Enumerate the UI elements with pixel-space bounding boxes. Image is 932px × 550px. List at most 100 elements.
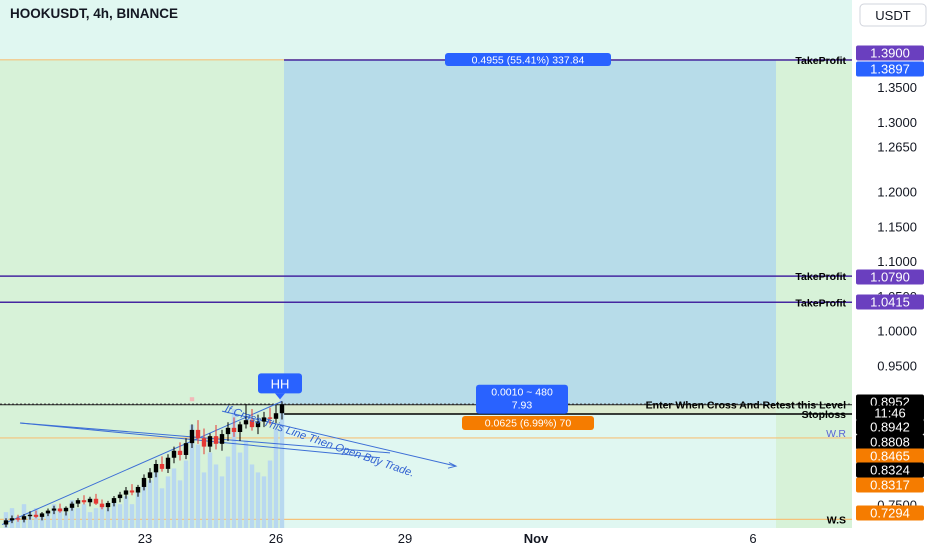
time-tick-label: 23 xyxy=(138,531,152,546)
level-name-label: TakeProfit xyxy=(795,271,846,283)
price-tag xyxy=(856,294,924,310)
candle-body xyxy=(69,503,75,508)
candle-body xyxy=(111,498,117,503)
time-axis-panel xyxy=(0,528,932,550)
trendline-channel-top[interactable] xyxy=(19,422,391,454)
volume-bar xyxy=(87,512,93,528)
candle-body xyxy=(147,472,153,478)
price-tick-label: 1.2650 xyxy=(877,139,917,154)
volume-bar xyxy=(51,504,57,528)
volume-bar xyxy=(261,476,267,528)
volume-bar xyxy=(141,484,147,528)
price-tag xyxy=(856,61,924,77)
price-tag-text: 0.8808 xyxy=(870,435,910,450)
time-tick-label: Nov xyxy=(524,531,549,546)
symbol-title[interactable]: HOOKUSDT, 4h, BINANCE xyxy=(10,6,178,21)
price-tag xyxy=(856,434,924,450)
price-tag-text: 0.8324 xyxy=(870,463,910,478)
volume-bar-accent xyxy=(189,397,195,402)
trendline-arrowhead[interactable] xyxy=(447,462,458,469)
candle-body xyxy=(39,513,45,517)
candle-body xyxy=(273,413,279,419)
price-tag-text: 1.0790 xyxy=(870,270,910,285)
price-tag-text: 11:46 xyxy=(874,406,906,421)
volume-bar xyxy=(99,504,105,528)
levels-layer xyxy=(0,59,852,520)
price-tag xyxy=(856,269,924,285)
level-name-label: Enter When Cross And Retest this Level xyxy=(646,400,846,412)
candle-body xyxy=(159,464,165,469)
candle-body xyxy=(81,500,87,503)
volume-bar xyxy=(231,408,237,528)
candle-body xyxy=(207,436,213,447)
volume-bar xyxy=(75,508,81,528)
volume-bar xyxy=(135,492,141,528)
candle-body xyxy=(51,508,57,511)
currency-button[interactable]: USDT xyxy=(859,3,927,27)
candle-body xyxy=(153,464,159,473)
trendlines-layer[interactable] xyxy=(1,400,458,525)
candle-body xyxy=(237,424,243,432)
stop-label: 0.0625 (6.99%) 70 xyxy=(462,416,594,431)
candle-body xyxy=(15,518,21,520)
volume-bar xyxy=(123,496,129,528)
volume-bar xyxy=(183,460,189,528)
price-tag xyxy=(856,419,924,435)
volume-bar xyxy=(255,472,261,528)
price-tag xyxy=(856,448,924,464)
volume-bar xyxy=(195,444,201,528)
svg-text:HH: HH xyxy=(271,376,290,391)
trendline-breakout[interactable] xyxy=(221,410,457,467)
volume-bar xyxy=(129,504,135,528)
time-tick-label: 26 xyxy=(269,531,283,546)
svg-text:0.4955 (55.41%) 337.84: 0.4955 (55.41%) 337.84 xyxy=(472,55,585,67)
candle-body xyxy=(249,420,255,428)
price-tag-text: 0.8942 xyxy=(870,420,910,435)
volume-bar xyxy=(171,468,177,528)
volume-bar xyxy=(27,512,33,528)
time-axis[interactable]: 23 26 29 Nov 6 xyxy=(138,531,757,546)
volume-bar xyxy=(159,488,165,528)
volume-bar xyxy=(177,480,183,528)
profit-target-zone[interactable] xyxy=(284,60,776,405)
svg-text:0.0010 ~ 480: 0.0010 ~ 480 xyxy=(491,387,553,399)
trendline-channel-bottom[interactable] xyxy=(19,422,381,459)
green-zone-left xyxy=(0,60,284,528)
candle-body xyxy=(123,490,129,495)
candle-body xyxy=(171,450,177,458)
volume-bar xyxy=(39,516,45,528)
candle-body xyxy=(141,477,147,487)
time-tick-label: 6 xyxy=(749,531,756,546)
candle-body xyxy=(195,429,201,439)
price-tag xyxy=(856,462,924,478)
volume-bar xyxy=(111,500,117,528)
svg-text:7.93: 7.93 xyxy=(512,400,533,412)
candle-body xyxy=(3,520,9,525)
candle-body xyxy=(255,421,261,428)
candle-body xyxy=(57,508,63,512)
candle-body xyxy=(105,502,111,508)
price-tag-text: 0.8465 xyxy=(870,449,910,464)
volume-bar xyxy=(15,516,21,528)
candle-body xyxy=(201,438,207,447)
price-tag xyxy=(856,477,924,493)
level-name-label: W.S xyxy=(827,514,846,526)
price-tag-text: 0.7294 xyxy=(870,506,910,521)
price-tag-text: 0.8317 xyxy=(870,478,910,493)
price-tag-text: 1.3897 xyxy=(870,62,910,77)
trendline-support[interactable] xyxy=(1,400,283,525)
level-name-label: TakeProfit xyxy=(795,55,846,67)
candle-body xyxy=(279,404,285,414)
price-tick-label: 0.9500 xyxy=(877,358,917,373)
price-tag xyxy=(856,405,924,421)
hh-marker[interactable]: HH xyxy=(258,373,302,400)
volume-bar xyxy=(117,504,123,528)
volume-bar xyxy=(45,512,51,528)
volume-bar xyxy=(267,460,273,528)
volume-bar xyxy=(225,456,231,528)
volume-bar xyxy=(219,476,225,528)
volume-bar xyxy=(57,508,63,528)
candle-body xyxy=(183,443,189,455)
svg-text:0.0625 (6.99%) 70: 0.0625 (6.99%) 70 xyxy=(485,418,572,430)
